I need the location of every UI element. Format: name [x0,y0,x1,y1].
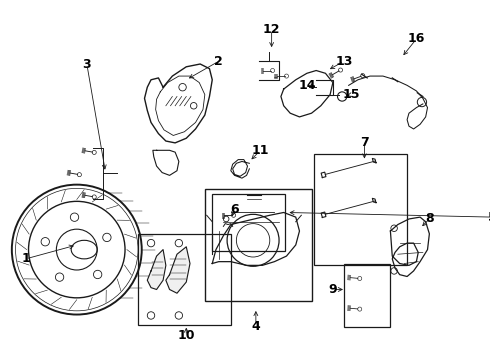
Text: 15: 15 [343,88,360,101]
Polygon shape [166,247,190,293]
Text: 9: 9 [329,283,337,296]
Text: 6: 6 [230,203,239,216]
Text: 16: 16 [408,32,425,45]
Text: 11: 11 [252,144,269,157]
Text: 1: 1 [22,252,30,265]
Text: 2: 2 [214,55,223,68]
Text: 4: 4 [251,320,260,333]
Text: 5: 5 [488,211,490,224]
Bar [344,264,391,327]
Text: 8: 8 [425,212,434,225]
Text: 7: 7 [360,136,369,149]
Text: 10: 10 [177,329,195,342]
Text: 12: 12 [263,23,280,36]
Bar [205,189,312,301]
Text: 13: 13 [335,55,353,68]
Polygon shape [147,249,166,289]
Bar [212,194,285,251]
Bar [138,234,231,325]
Text: 3: 3 [83,58,91,71]
Bar [314,154,407,265]
Text: 14: 14 [298,79,316,92]
